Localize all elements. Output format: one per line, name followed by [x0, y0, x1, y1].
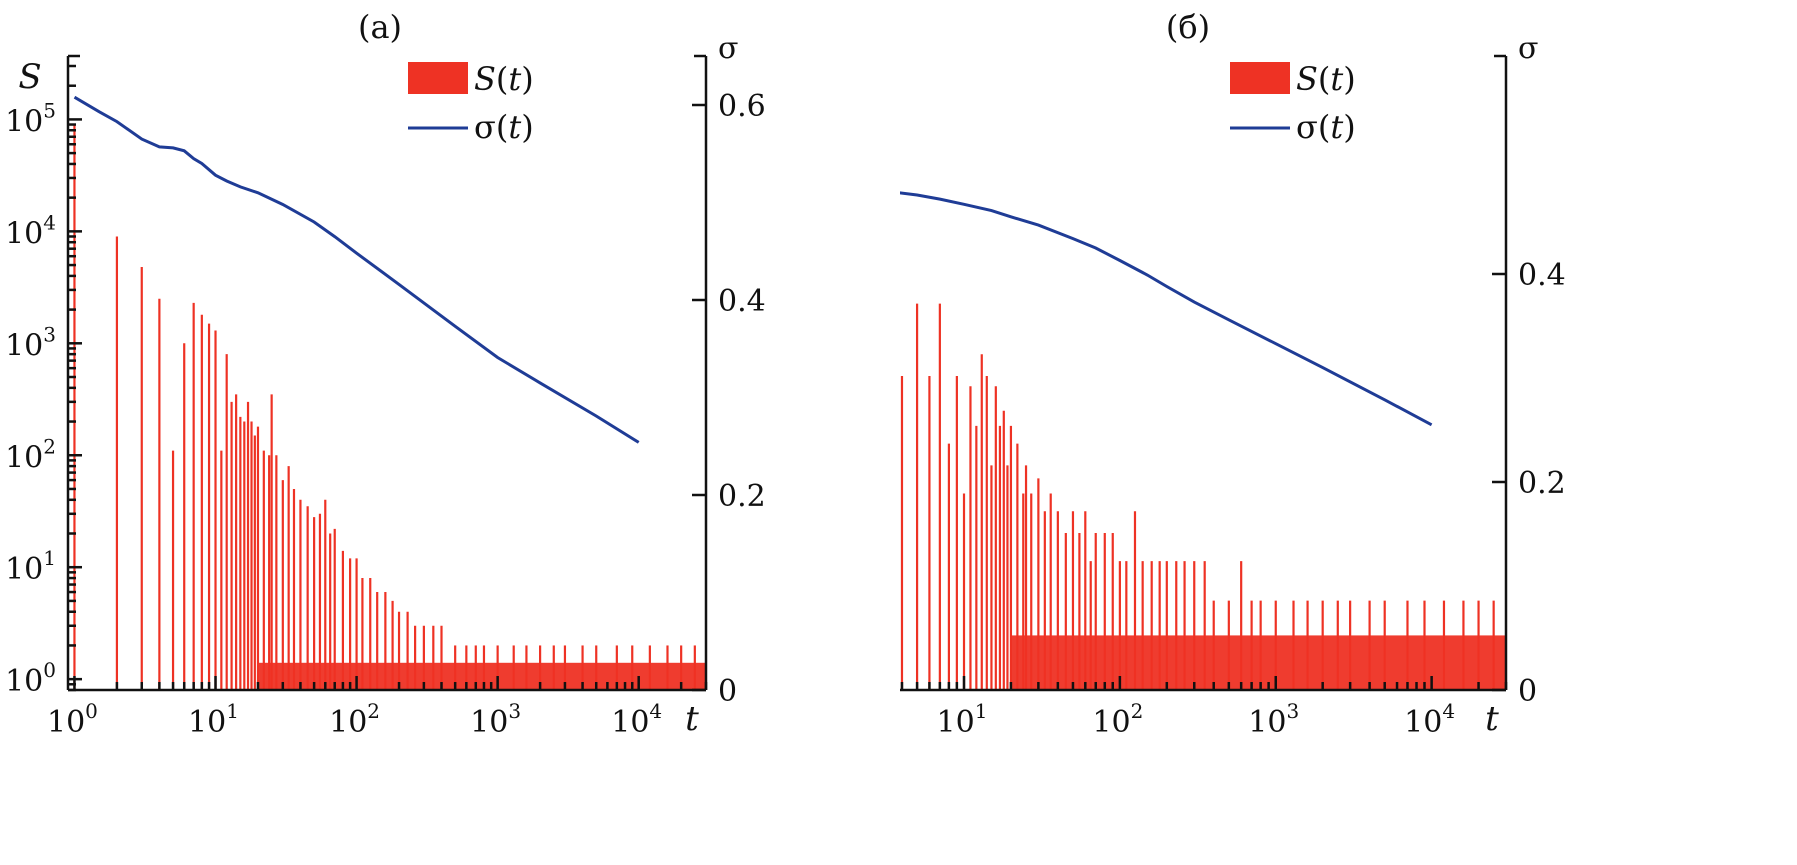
legend-bars-part-0: S — [1296, 60, 1318, 98]
x-tick-label-1: 101 — [937, 699, 988, 740]
legend-bars-part-1: ( — [1318, 60, 1330, 98]
x-tick-label-3-base: 10 — [1248, 705, 1286, 740]
x-tick-label-0-exp: 0 — [85, 699, 98, 723]
y2-axis-label-0: σ — [718, 31, 738, 66]
y2-tick-label-0: 0 — [1518, 674, 1537, 709]
x-tick-label-3-exp: 3 — [508, 699, 521, 723]
legend-swatch-bars — [408, 62, 468, 94]
legend-line-part-3: ) — [1343, 108, 1355, 146]
axes-0 — [66, 54, 708, 692]
chart-b-svg: 10010110210310410010110200.20.4(б)SσtS(t… — [738, 8, 1566, 740]
panel-title-0: (a) — [358, 8, 402, 46]
x-tick-label-4-base: 10 — [611, 705, 649, 740]
legend-bars-part-2: t — [1330, 60, 1343, 98]
x-tick-label-2-exp: 2 — [1131, 699, 1144, 723]
legend-label-bars: S(t) — [1296, 60, 1356, 98]
y-tick-label-0-base: 10 — [5, 664, 43, 699]
x-tick-label-0: 100 — [47, 699, 98, 740]
y-tick-label-0-exp: 0 — [43, 658, 56, 682]
x-tick-label-1-base: 10 — [188, 705, 226, 740]
y2-tick-label-1: 0.2 — [718, 479, 766, 514]
y2-tick-label-2: 0.4 — [1518, 258, 1566, 293]
x-tick-label-4-base: 10 — [1404, 705, 1442, 740]
legend-1: S(t)σ(t) — [1230, 60, 1356, 146]
x-tick-label-3-exp: 3 — [1286, 699, 1299, 723]
y-tick-label-5-exp: 5 — [43, 98, 56, 122]
x-tick-label-4: 104 — [611, 699, 662, 740]
legend-line-part-1: ( — [496, 108, 508, 146]
x-tick-label-1-exp: 1 — [226, 699, 239, 723]
sigma-line-0 — [73, 95, 640, 444]
x-tick-label-2-base: 10 — [1092, 705, 1130, 740]
y-axis-label-0: S — [18, 57, 41, 97]
y-tick-label-4: 104 — [5, 210, 56, 251]
legend-bars-part-3: ) — [521, 60, 533, 98]
panel-title-1: (б) — [1166, 8, 1210, 46]
y-tick-label-4-exp: 4 — [43, 210, 56, 234]
legend-label-line: σ(t) — [1296, 108, 1356, 146]
bar-baseline-fill — [1010, 635, 1506, 690]
y2-tick-label-3: 0.6 — [718, 89, 766, 124]
bar-series-1 — [807, 253, 1506, 690]
x-tick-label-3: 103 — [1248, 699, 1299, 740]
legend-line-part-0: σ — [1296, 108, 1318, 146]
x-tick-label-1-exp: 1 — [975, 699, 988, 723]
y2-tick-label-2: 0.4 — [718, 284, 766, 319]
y2-axis-label-1: σ — [1518, 31, 1538, 66]
legend-bars-part-0: S — [474, 60, 496, 98]
x-tick-label-2-exp: 2 — [367, 699, 380, 723]
x-tick-label-4-exp: 4 — [649, 699, 662, 723]
x-tick-label-4-exp: 4 — [1442, 699, 1455, 723]
y-tick-label-2-exp: 2 — [43, 434, 56, 458]
y-tick-label-3-base: 10 — [5, 328, 43, 363]
y-tick-label-1-exp: 1 — [43, 546, 56, 570]
legend-swatch-bars — [1230, 62, 1290, 94]
x-tick-label-2-base: 10 — [329, 705, 367, 740]
y2-tick-label-1: 0.2 — [1518, 466, 1566, 501]
x-axis-label-0: t — [685, 699, 699, 739]
legend-line-part-2: t — [1330, 108, 1343, 146]
bar-series-0 — [73, 124, 706, 690]
legend-label-bars: S(t) — [474, 60, 534, 98]
legend-bars-part-1: ( — [496, 60, 508, 98]
legend-bars-part-3: ) — [1343, 60, 1355, 98]
y-tick-label-2-base: 10 — [5, 440, 43, 475]
legend-line-part-0: σ — [474, 108, 496, 146]
legend-0: S(t)σ(t) — [408, 60, 534, 146]
y-tick-label-0: 100 — [5, 658, 56, 699]
y-tick-label-1: 101 — [5, 546, 56, 587]
x-axis-label-1: t — [1485, 699, 1499, 739]
y-tick-label-4-base: 10 — [5, 216, 43, 251]
sigma-line-1 — [808, 184, 1433, 427]
x-tick-label-3: 103 — [470, 699, 521, 740]
y-tick-label-1-base: 10 — [5, 552, 43, 587]
legend-bars-part-2: t — [508, 60, 521, 98]
y-tick-label-5: 105 — [5, 98, 56, 139]
y-tick-label-3: 103 — [5, 322, 56, 363]
x-tick-label-3-base: 10 — [470, 705, 508, 740]
x-tick-label-0-base: 10 — [47, 705, 85, 740]
legend-label-line: σ(t) — [474, 108, 534, 146]
chart-panel-b: 10010110210310410010110200.20.4(б)SσtS(t… — [738, 0, 1797, 861]
legend-line-part-2: t — [508, 108, 521, 146]
y-tick-label-5-base: 10 — [5, 104, 43, 139]
x-tick-label-4: 104 — [1404, 699, 1455, 740]
chart-panel-a: 100 101 102 103 104 100 101 102 103 104 105 0 0.2 0.4… — [0, 0, 880, 861]
y-tick-label-3-exp: 3 — [43, 322, 56, 346]
x-tick-label-2: 102 — [1092, 699, 1143, 740]
chart-a-svg: 100 101 102 103 10410010110210310410500.20.4… — [5, 8, 766, 740]
legend-line-part-1: ( — [1318, 108, 1330, 146]
x-tick-label-1: 101 — [188, 699, 239, 740]
x-tick-label-1-base: 10 — [937, 705, 975, 740]
legend-line-part-3: ) — [521, 108, 533, 146]
y2-tick-label-0: 0 — [718, 674, 737, 709]
x-tick-label-2: 102 — [329, 699, 380, 740]
y-tick-label-2: 102 — [5, 434, 56, 475]
